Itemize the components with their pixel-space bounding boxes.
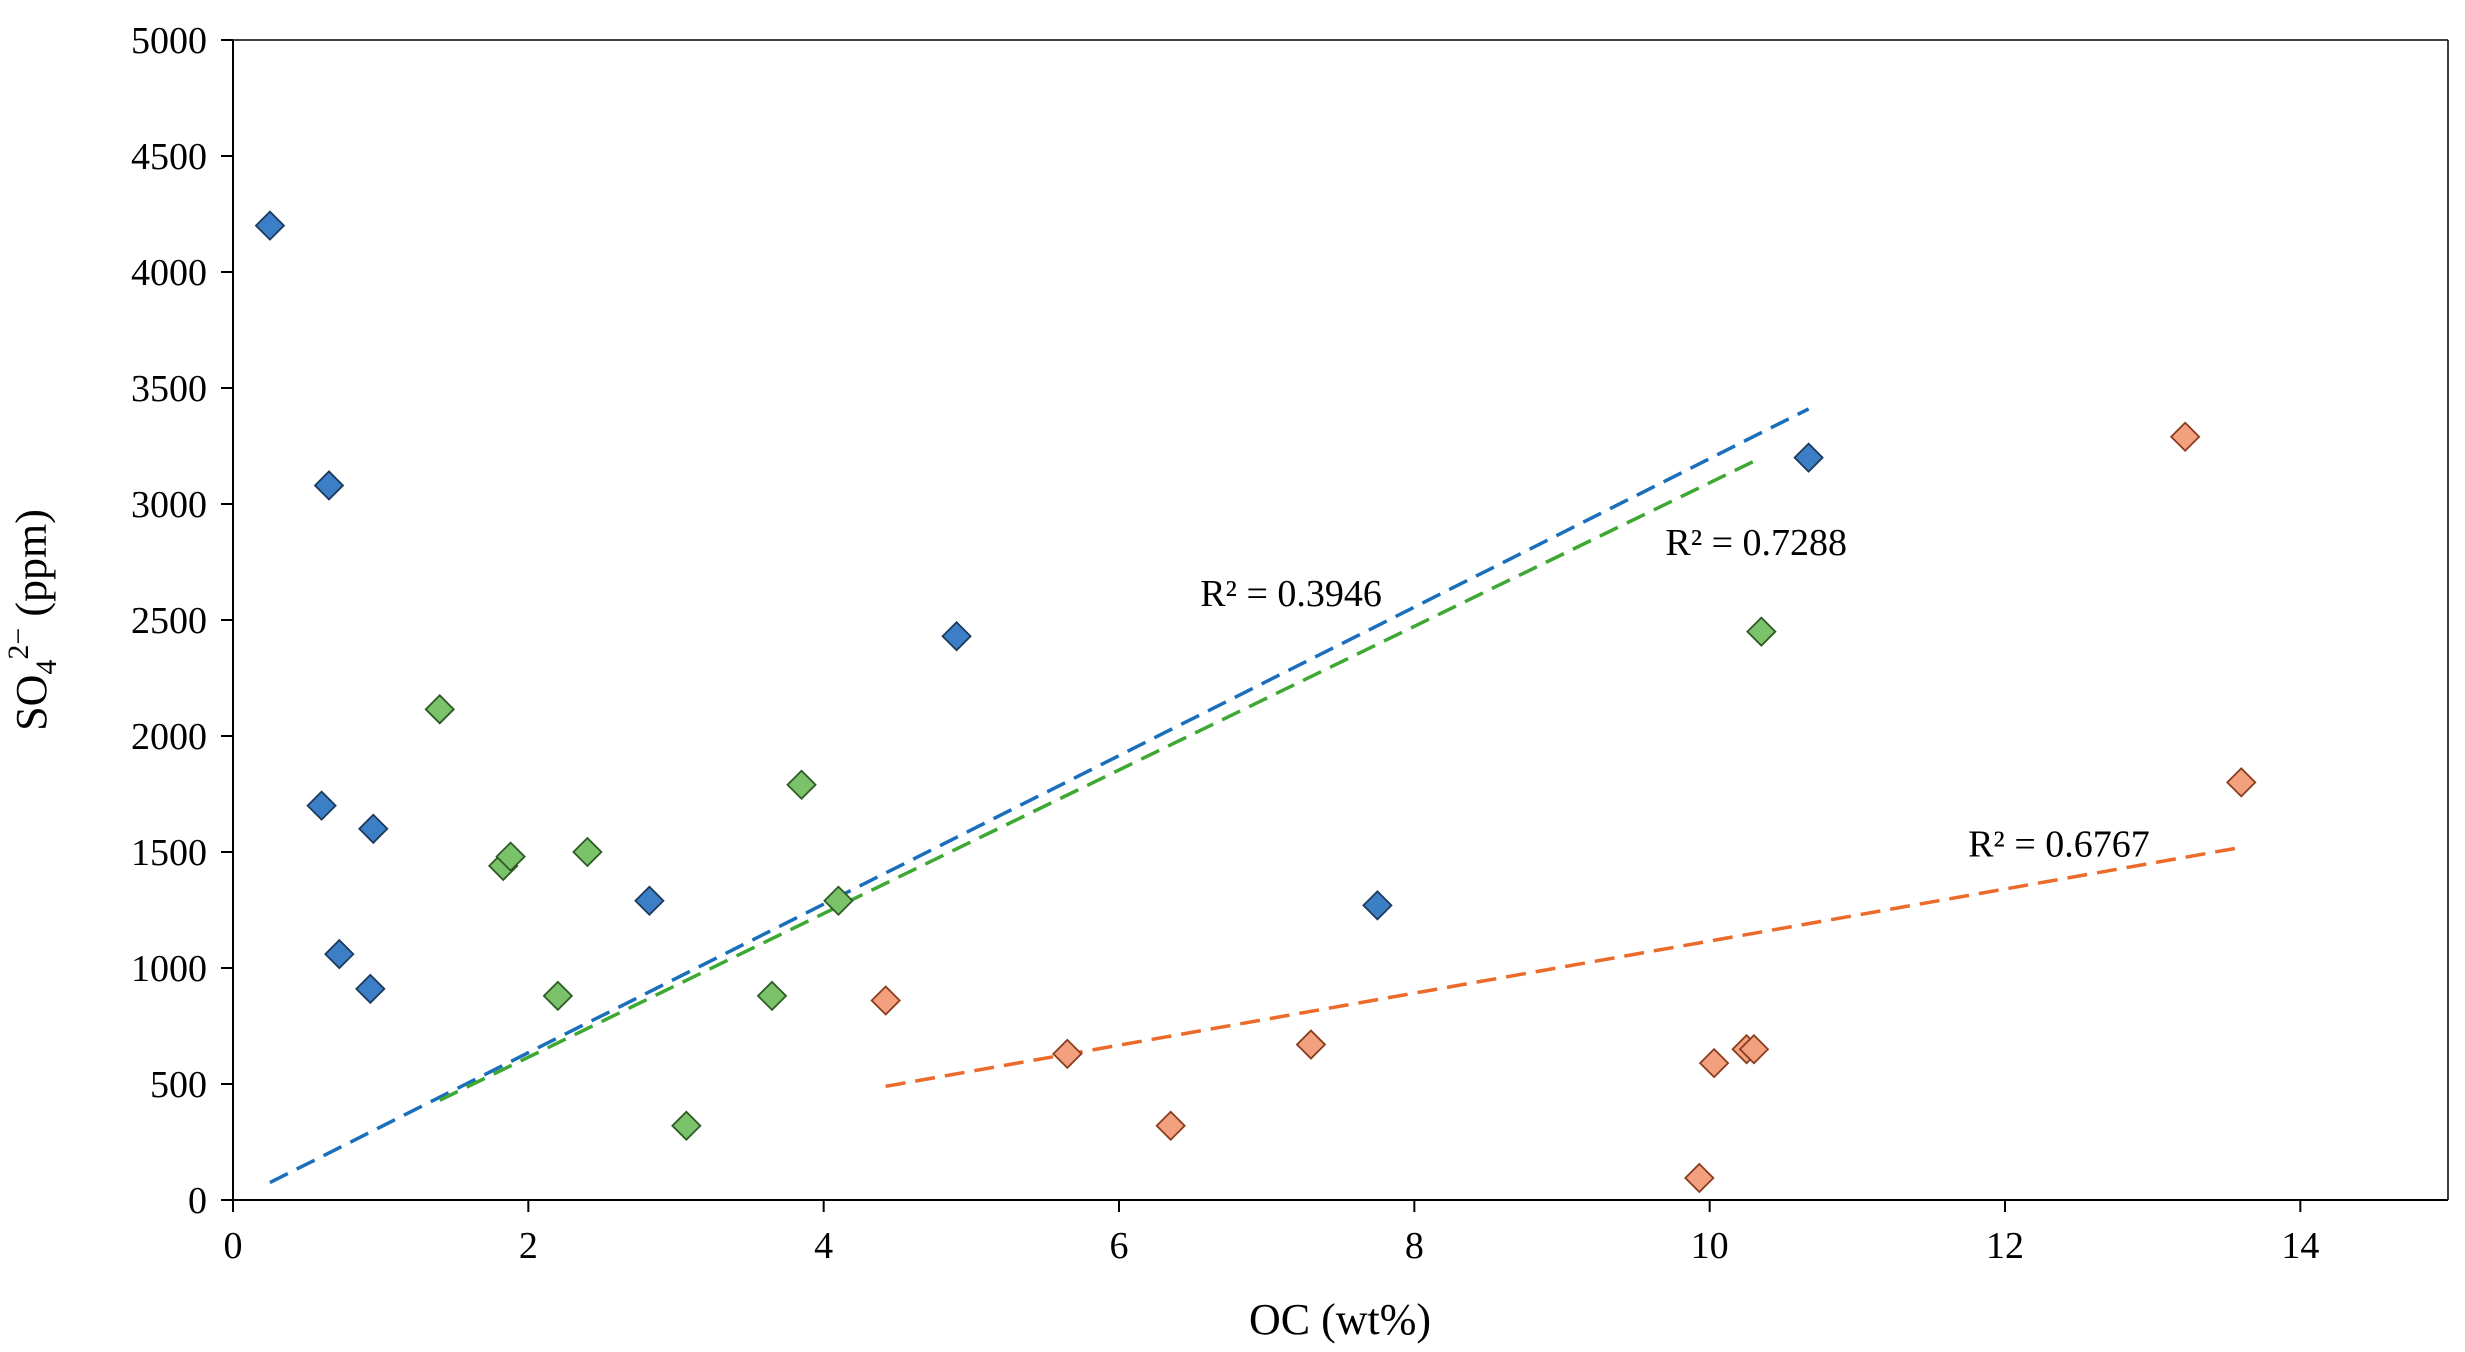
x-tick-label: 8	[1405, 1225, 1424, 1267]
green-data-point	[424, 694, 456, 725]
green-data-point	[786, 769, 817, 800]
plot-area	[232, 39, 2449, 1201]
green-data-point	[756, 980, 788, 1012]
blue-data-point	[1362, 890, 1393, 921]
x-axis-title: OC (wt%)	[1249, 1295, 1431, 1344]
green-data-point	[572, 836, 603, 868]
r-squared-labels: R² = 0.3946 R² = 0.7288 R² = 0.6767	[1200, 522, 2150, 866]
blue-data-point	[1793, 442, 1824, 473]
y-tick-label: 1500	[131, 832, 207, 874]
y-axis-title-sub: 4	[30, 660, 63, 675]
orange-r2-label: R² = 0.6767	[1968, 824, 2150, 866]
x-tick-label: 6	[1110, 1225, 1129, 1267]
x-tick-label: 12	[1986, 1225, 2024, 1267]
green-data-point	[1746, 616, 1777, 647]
x-tick-label: 10	[1691, 1225, 1729, 1267]
y-axis-title-base: SO	[7, 675, 56, 731]
green-data-point	[542, 980, 574, 1012]
orange-data-point	[1155, 1110, 1186, 1142]
x-tick-label: 14	[2281, 1225, 2319, 1267]
x-tick-label: 4	[814, 1225, 833, 1267]
y-axis-title-sup: 2−	[2, 628, 35, 660]
blue-data-point	[634, 885, 665, 916]
blue-data-point	[941, 620, 972, 652]
data-points	[254, 210, 2257, 1194]
y-tick-label: 500	[150, 1064, 207, 1106]
blue-data-point	[358, 813, 389, 845]
trendlines	[269, 407, 2242, 1185]
orange-data-point	[2225, 767, 2257, 798]
y-tick-label: 1000	[131, 948, 207, 990]
y-tick-label: 3500	[131, 368, 207, 410]
blue-data-point	[254, 210, 286, 241]
green-data-point	[495, 841, 526, 872]
y-tick-label: 0	[188, 1180, 207, 1222]
green-data-point	[823, 885, 854, 916]
green-r2-label: R² = 0.7288	[1665, 522, 1847, 564]
y-tick-label: 2000	[131, 716, 207, 758]
orange-data-point	[1052, 1038, 1083, 1070]
y-tick-label: 4000	[131, 252, 207, 294]
y-axis-title-rest: (ppm)	[7, 509, 56, 628]
x-tick-label: 0	[224, 1225, 243, 1267]
y-axis-ticks: 0 500 1000 1500 2000 2500 3000 3500 4000 4500 5000	[131, 20, 233, 1222]
blue-r2-label: R² = 0.3946	[1200, 573, 1382, 615]
green-trendline	[438, 456, 1763, 1102]
y-tick-label: 3000	[131, 484, 207, 526]
blue-trendline	[269, 407, 1810, 1185]
blue-data-point	[313, 470, 345, 501]
y-tick-label: 4500	[131, 136, 207, 178]
orange-data-point	[1698, 1047, 1730, 1079]
blue-data-point	[324, 938, 355, 970]
y-axis-title: SO42− (ppm)	[2, 509, 63, 731]
blue-data-point	[355, 973, 386, 1005]
blue-data-point	[306, 790, 337, 821]
green-data-point	[671, 1110, 702, 1142]
y-tick-label: 2500	[131, 600, 207, 642]
orange-trendline	[885, 845, 2242, 1089]
orange-data-point	[2169, 421, 2201, 452]
x-tick-label: 2	[519, 1225, 538, 1267]
orange-data-point	[1295, 1029, 1327, 1060]
y-tick-label: 5000	[131, 20, 207, 62]
x-axis-ticks: 0 2 4 6 8 10 12 14	[224, 1200, 2319, 1267]
orange-data-point	[1738, 1033, 1770, 1065]
orange-data-point	[1684, 1162, 1715, 1194]
orange-data-point	[870, 985, 901, 1016]
